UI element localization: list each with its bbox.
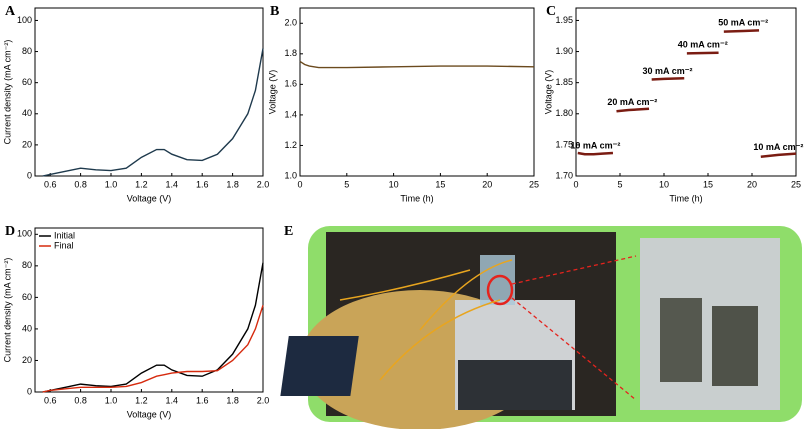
y-tick-label: 1.8 [284,48,297,58]
y-tick-label: 60 [22,77,32,87]
y-tick-label: 80 [22,260,32,270]
y-tick-label: 1.0 [284,170,297,180]
x-tick-label: 20 [482,179,492,189]
data-line [42,262,264,393]
x-tick-label: 1.0 [105,179,118,189]
y-tick-label: 1.70 [555,170,573,180]
x-axis-label: Voltage (V) [127,193,172,203]
y-tick-label: 40 [22,323,32,333]
x-tick-label: 1.2 [135,179,148,189]
x-tick-label: 0 [573,179,578,189]
y-tick-label: 40 [22,108,32,118]
y-tick-label: 0 [27,386,32,396]
legend-label: Initial [54,230,75,240]
y-tick-label: 2.0 [284,18,297,28]
x-axis-label: Voltage (V) [127,409,172,419]
annotation: 30 mA cm⁻² [643,66,693,76]
x-tick-label: 0.6 [44,395,57,405]
electrode-photo [640,238,780,410]
x-tick-label: 15 [435,179,445,189]
x-tick-label: 1.0 [105,395,118,405]
y-axis-label: Current density (mA cm⁻²) [2,258,12,363]
panel-label: B [270,4,279,19]
panel-label: D [5,224,15,239]
y-tick-label: 1.6 [284,79,297,89]
data-line [42,48,264,177]
x-tick-label: 10 [389,179,399,189]
annotation: 40 mA cm⁻² [678,40,728,50]
y-tick-label: 1.95 [555,15,573,25]
x-axis-label: Time (h) [400,193,433,203]
x-tick-label: 0.8 [74,395,87,405]
annotation: 10 mA cm⁻² [753,142,803,152]
plot-frame [575,7,797,177]
panel-label: C [546,4,556,19]
x-tick-label: 0.6 [44,179,57,189]
annotation: 20 mA cm⁻² [607,97,657,107]
x-tick-label: 25 [791,179,801,189]
x-axis-label: Time (h) [669,193,702,203]
x-tick-label: 0.8 [74,179,87,189]
arrows [511,255,637,401]
data-line [299,60,535,69]
x-tick-label: 2.0 [257,395,270,405]
y-tick-label: 80 [22,46,32,56]
x-tick-label: 20 [747,179,757,189]
y-axis-label: Current density (mA cm⁻²) [2,40,12,145]
x-tick-label: 0 [297,179,302,189]
x-tick-label: 15 [703,179,713,189]
data-line [42,305,264,393]
setup-photo [280,232,616,430]
x-tick-label: 1.2 [135,395,148,405]
y-tick-label: 1.2 [284,140,297,150]
x-tick-label: 2.0 [257,179,270,189]
plot-frame [34,7,264,177]
y-tick-label: 20 [22,139,32,149]
x-tick-label: 5 [344,179,349,189]
y-tick-label: 1.85 [555,77,573,87]
x-tick-label: 5 [617,179,622,189]
y-tick-label: 1.75 [555,139,573,149]
x-tick-label: 1.6 [196,179,209,189]
x-tick-label: 1.6 [196,395,209,405]
panel-label: E [284,224,293,239]
y-tick-label: 1.90 [555,46,573,56]
y-tick-label: 60 [22,292,32,302]
y-tick-label: 100 [17,15,32,25]
y-axis-label: Voltage (V) [543,70,553,115]
y-tick-label: 100 [17,229,32,239]
panel-label: A [5,4,16,19]
x-tick-label: 1.8 [226,179,239,189]
plot-frame [34,227,264,393]
y-tick-label: 20 [22,355,32,365]
y-axis-label: Voltage (V) [267,70,277,115]
x-tick-label: 1.4 [166,395,179,405]
data-line [577,29,797,158]
annotation: 10 mA cm⁻² [570,141,620,151]
x-tick-label: 10 [659,179,669,189]
legend-label: Final [54,240,74,250]
x-tick-label: 25 [529,179,539,189]
x-tick-label: 1.4 [166,179,179,189]
annotation: 50 mA cm⁻² [718,17,768,27]
y-tick-label: 0 [27,170,32,180]
x-tick-label: 1.8 [226,395,239,405]
y-tick-label: 1.4 [284,109,297,119]
plot-frame [299,7,535,177]
y-tick-label: 1.80 [555,108,573,118]
